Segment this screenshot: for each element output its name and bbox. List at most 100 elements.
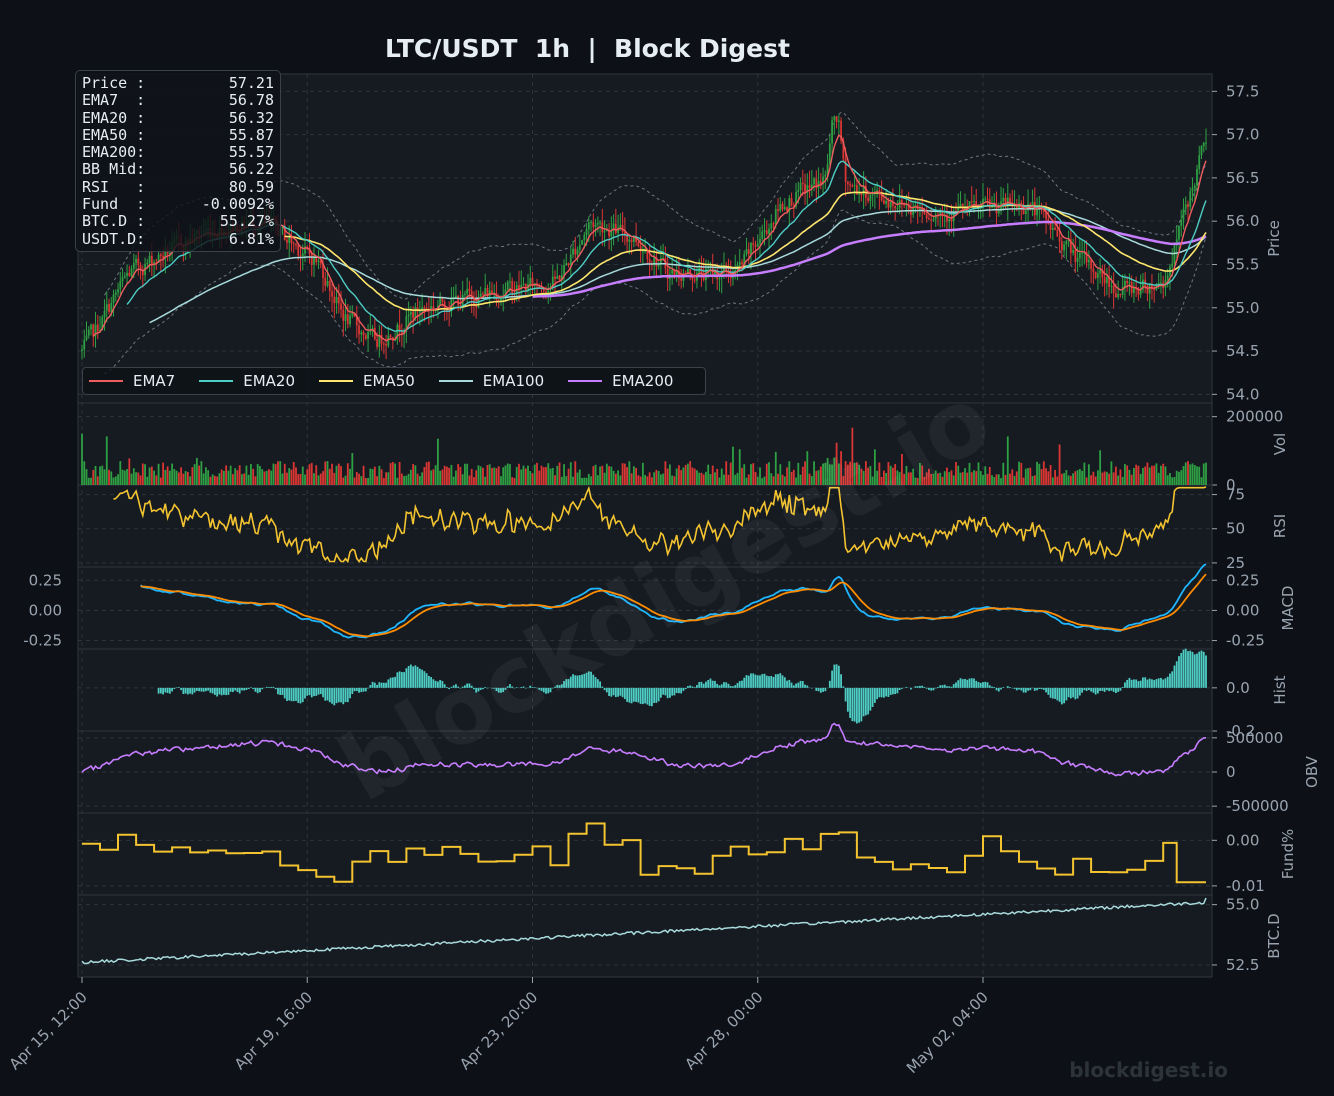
volume-bar (547, 463, 550, 485)
axis-label-funding: Fund% (1279, 829, 1297, 880)
candle-body (666, 268, 669, 279)
panel-btcd (77, 894, 1213, 978)
hist-bar (855, 687, 858, 724)
hist-bar (741, 680, 743, 688)
volume-bar (1004, 474, 1007, 485)
hist-bar (430, 677, 433, 688)
volume-bar (1117, 475, 1120, 485)
volume-bar (790, 471, 793, 485)
volume-bar (1187, 461, 1189, 485)
candle-body (1056, 229, 1059, 237)
volume-bar (94, 465, 97, 485)
obv-line (81, 722, 1207, 777)
hist-bar (1022, 687, 1025, 693)
volume-bar (723, 474, 725, 485)
hist-bar (680, 687, 683, 694)
hist-bar (292, 687, 295, 702)
hist-bar (1020, 687, 1023, 691)
candle-body (910, 209, 912, 215)
candle-body (641, 251, 644, 253)
info-label: Fund : (82, 195, 146, 214)
candle-body (468, 288, 471, 292)
volume-bar (1110, 461, 1113, 485)
ytick-label-left-macd: 0.00 (29, 601, 62, 619)
candle-body (135, 258, 137, 264)
candle-body (759, 239, 761, 244)
volume-bar (1083, 462, 1086, 485)
candle-body (644, 250, 647, 252)
candle-body (849, 184, 852, 186)
candle-body (155, 262, 158, 264)
volume-bar (380, 469, 383, 485)
hist-bar (621, 687, 624, 698)
candle-body (1108, 277, 1111, 287)
volume-bar (801, 466, 804, 485)
hist-bar (1164, 678, 1167, 688)
volume-bar (783, 476, 786, 485)
volume-bar (659, 474, 662, 485)
ytick-label-price: 54.0 (1226, 385, 1259, 403)
candle-body (777, 209, 779, 211)
candle-body (673, 270, 676, 277)
candle-body (808, 185, 811, 188)
hist-bar (950, 686, 953, 688)
volume-bar (770, 473, 773, 485)
hist-bar (382, 682, 385, 688)
candle-body (928, 218, 930, 220)
candle-body (495, 292, 498, 301)
volume-bar (166, 466, 169, 485)
hist-bar (184, 687, 187, 694)
hist-bar (304, 687, 306, 699)
candle-body (367, 332, 369, 339)
volume-bar (714, 472, 716, 485)
volume-bar (549, 468, 552, 485)
volume-bar (810, 476, 813, 485)
candle-body (569, 254, 572, 266)
volume-bar (934, 470, 937, 485)
ytick-label-price: 56.5 (1226, 169, 1259, 187)
hist-bar (986, 682, 989, 688)
candle-body (1189, 191, 1192, 207)
volume-bar (101, 465, 104, 485)
volume-bar (216, 476, 219, 485)
candle-body (1049, 223, 1052, 230)
xtick-label: Apr 19, 16:00 (231, 988, 316, 1073)
volume-bar (238, 465, 241, 485)
hist-bar (414, 665, 417, 688)
hist-bar (700, 681, 703, 688)
volume-bar (527, 465, 529, 485)
candle-body (1121, 286, 1124, 295)
candle-body (326, 280, 329, 286)
volume-bar (130, 473, 133, 485)
candle-body (648, 259, 651, 265)
hist-bar (628, 687, 631, 703)
candle-body (959, 203, 962, 207)
funding-line (82, 822, 1206, 884)
hist-bar (1036, 687, 1038, 691)
hist-bar (171, 687, 174, 692)
volume-bar (1114, 466, 1117, 485)
hist-bar (1135, 679, 1138, 688)
hist-bar (202, 687, 205, 692)
hist-bar (946, 686, 948, 688)
candle-body (822, 176, 824, 185)
hist-bar (684, 687, 687, 690)
volume-bar (932, 473, 935, 485)
hist-bar (299, 687, 302, 704)
candle-body (887, 200, 890, 208)
volume-bar (817, 470, 820, 485)
candle-body (96, 324, 99, 332)
info-row-price: Price : 57.21 (82, 74, 274, 92)
volume-bar (826, 457, 829, 485)
volume-bar (644, 474, 647, 485)
volume-bar (682, 467, 685, 485)
hist-bar (281, 687, 284, 695)
hist-bar (1137, 681, 1140, 688)
axis-label-obv: OBV (1303, 755, 1321, 788)
hist-bar (910, 687, 912, 690)
hist-bar (732, 686, 734, 688)
volume-bar (718, 477, 721, 485)
hist-bar (1180, 652, 1183, 688)
hist-bar (858, 687, 861, 723)
volume-bar (351, 453, 354, 485)
